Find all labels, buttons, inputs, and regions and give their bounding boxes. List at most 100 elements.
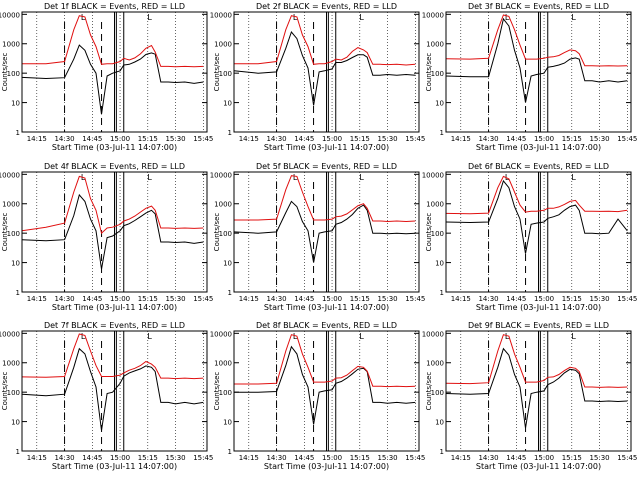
bracket-marker: L [505, 332, 510, 341]
panel-3: Det 3f BLACK = Events, RED = LLD L L 1 10 100… [422, 2, 638, 152]
x-tick-label: 15:30 [165, 135, 185, 143]
x-tick-label: 14:45 [82, 135, 102, 143]
y-tick-label: 10 [223, 260, 232, 268]
events-series-line [233, 200, 416, 263]
y-tick-label: 100 [431, 230, 444, 238]
x-tick-label: 14:15 [239, 135, 259, 143]
x-axis-label: Start Time (03-Jul-11 14:07:00) [476, 462, 601, 471]
y-tick-label: 1 [16, 448, 20, 456]
x-tick-label: 14:45 [506, 135, 526, 143]
x-tick-label: 15:15 [350, 454, 370, 462]
y-tick-label: 1000 [426, 201, 444, 209]
bracket-marker: L [359, 13, 364, 22]
x-tick-label: 14:15 [451, 454, 471, 462]
plot-frame [233, 171, 420, 293]
y-tick-label: 1 [228, 129, 232, 137]
x-axis-label: Start Time (03-Jul-11 14:07:00) [264, 462, 389, 471]
x-tick-label: 14:15 [27, 454, 47, 462]
y-axis-label: Counts/sec [425, 53, 433, 92]
lld-series-line [445, 334, 628, 388]
panel-title: Det 5f BLACK = Events, RED = LLD [256, 162, 397, 171]
x-tick-label: 14:45 [82, 454, 102, 462]
y-tick-label: 10000 [210, 330, 232, 338]
y-tick-label: 1 [440, 289, 444, 297]
x-tick-label: 14:30 [478, 135, 498, 143]
lld-series-line [21, 333, 204, 380]
x-tick-label: 14:30 [478, 295, 498, 303]
x-axis-label: Start Time (03-Jul-11 14:07:00) [52, 462, 177, 471]
bracket-marker: L [293, 173, 298, 182]
bracket-marker: L [293, 13, 298, 22]
x-tick-label: 15:45 [617, 135, 637, 143]
x-axis-label: Start Time (03-Jul-11 14:07:00) [52, 143, 177, 152]
bracket-marker: L [505, 13, 510, 22]
plot-frame [445, 330, 632, 452]
x-tick-label: 14:15 [27, 295, 47, 303]
x-tick-label: 14:30 [478, 454, 498, 462]
y-tick-label: 10 [435, 419, 444, 427]
x-tick-label: 14:30 [54, 454, 74, 462]
x-tick-label: 15:00 [110, 135, 130, 143]
x-tick-label: 14:30 [54, 295, 74, 303]
x-tick-label: 15:00 [110, 295, 130, 303]
x-tick-label: 14:15 [27, 135, 47, 143]
bracket-marker: L [293, 332, 298, 341]
y-tick-label: 100 [7, 389, 20, 397]
bracket-marker: L [571, 173, 576, 182]
lld-series-line [234, 334, 416, 388]
x-tick-label: 15:00 [322, 135, 342, 143]
y-axis-label: Counts/sec [1, 53, 9, 92]
x-tick-label: 15:15 [562, 454, 582, 462]
x-tick-label: 14:15 [451, 135, 471, 143]
x-tick-label: 14:45 [294, 454, 314, 462]
x-axis-label: Start Time (03-Jul-11 14:07:00) [264, 143, 389, 152]
plot-frame [21, 11, 208, 133]
y-tick-label: 1 [16, 289, 20, 297]
y-tick-label: 1000 [214, 360, 232, 368]
y-axis-label: Counts/sec [1, 372, 9, 411]
panel-1: Det 1f BLACK = Events, RED = LLD L L 1 10 100… [0, 2, 213, 152]
x-tick-label: 15:45 [617, 454, 637, 462]
y-axis-label: Counts/sec [213, 53, 221, 92]
x-tick-label: 15:15 [350, 135, 370, 143]
x-tick-label: 14:45 [294, 295, 314, 303]
y-tick-label: 10000 [422, 330, 444, 338]
x-tick-label: 15:30 [165, 295, 185, 303]
y-tick-label: 100 [219, 389, 232, 397]
x-tick-label: 15:45 [405, 135, 425, 143]
y-tick-label: 10000 [210, 11, 232, 19]
y-tick-label: 10000 [422, 171, 444, 179]
panel-8: Det 8f BLACK = Events, RED = LLD L L 1 10 100… [210, 321, 426, 471]
plot-frame [21, 330, 208, 452]
x-tick-label: 15:00 [534, 135, 554, 143]
y-tick-label: 100 [431, 70, 444, 78]
x-tick-label: 15:30 [589, 454, 609, 462]
y-tick-label: 10000 [0, 171, 20, 179]
x-tick-label: 14:30 [266, 135, 286, 143]
x-tick-label: 15:45 [193, 295, 213, 303]
x-axis-label: Start Time (03-Jul-11 14:07:00) [476, 303, 601, 312]
y-tick-label: 100 [431, 389, 444, 397]
y-tick-label: 1000 [214, 201, 232, 209]
bracket-marker: L [147, 332, 152, 341]
y-tick-label: 10 [223, 100, 232, 108]
x-tick-label: 14:15 [239, 454, 259, 462]
panel-7: Det 7f BLACK = Events, RED = LLD L L 1 10 100… [0, 321, 213, 471]
panel-title: Det 9f BLACK = Events, RED = LLD [468, 321, 609, 330]
events-series-line [445, 17, 628, 103]
events-series-line [445, 179, 628, 254]
x-axis-label: Start Time (03-Jul-11 14:07:00) [264, 303, 389, 312]
x-tick-label: 14:30 [266, 454, 286, 462]
y-axis-label: Counts/sec [1, 213, 9, 252]
y-tick-label: 100 [7, 230, 20, 238]
x-tick-label: 15:00 [534, 454, 554, 462]
events-series-line [233, 30, 416, 106]
x-tick-label: 15:15 [562, 295, 582, 303]
x-tick-label: 14:45 [82, 295, 102, 303]
y-axis-label: Counts/sec [213, 213, 221, 252]
x-tick-label: 15:45 [193, 135, 213, 143]
x-tick-label: 15:45 [405, 295, 425, 303]
panel-title: Det 8f BLACK = Events, RED = LLD [256, 321, 397, 330]
y-tick-label: 10 [435, 100, 444, 108]
